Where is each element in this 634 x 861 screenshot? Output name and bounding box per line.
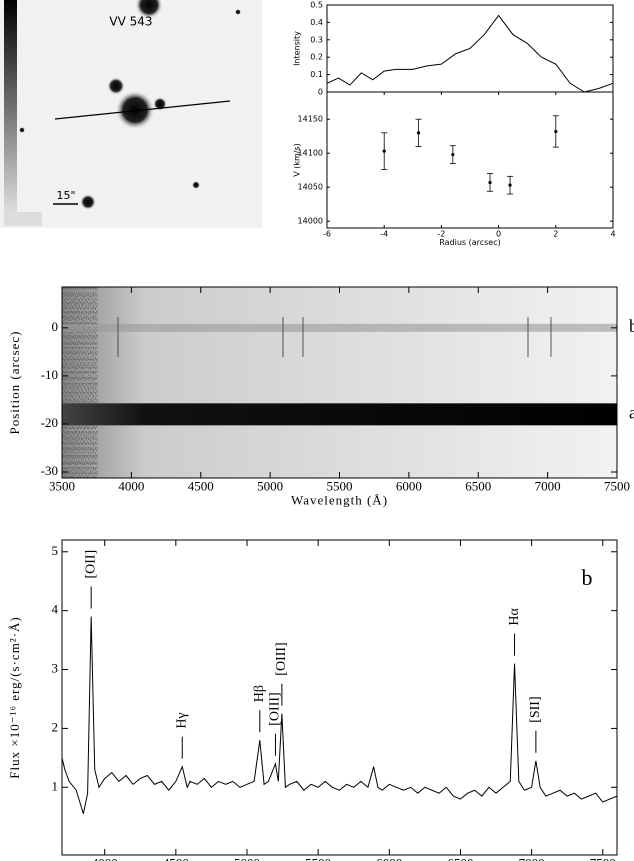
- spectrum-background: [62, 287, 617, 478]
- y-tick-label: -10: [41, 367, 58, 382]
- scale-label: 15": [56, 189, 75, 202]
- y-axis-label: Flux ×10⁻¹⁶ erg/(s·cm²·Å): [7, 616, 22, 778]
- x-tick-label: 4: [610, 230, 615, 239]
- slit: [54, 100, 231, 120]
- y-tick-label: 14000: [298, 217, 323, 226]
- color-bar-foot: [4, 212, 42, 226]
- y-tick-label: 4: [52, 602, 59, 617]
- y-tick-label: 0.5: [310, 1, 323, 10]
- y-tick-label: 0: [318, 88, 323, 97]
- object: [80, 194, 96, 210]
- plot-frame: [61, 539, 618, 856]
- y-tick-label: 0.4: [310, 18, 323, 27]
- trace-label: a: [629, 402, 634, 422]
- y-tick-label: -20: [41, 415, 58, 430]
- x-tick-label: 6500: [447, 856, 473, 861]
- y-tick-label: 14150: [298, 115, 323, 124]
- data-point: [554, 129, 558, 134]
- line-label: Hγ: [174, 712, 189, 728]
- line-label: [OIII]: [268, 692, 283, 725]
- y-axis-label: Position (arcsec): [7, 330, 22, 434]
- y-tick-label: 14050: [298, 183, 323, 192]
- panel-label: b: [582, 565, 593, 590]
- object: [19, 127, 25, 133]
- color-bar: [4, 0, 17, 212]
- y-tick-label: -30: [41, 463, 58, 478]
- data-point: [488, 180, 492, 185]
- y-tick-label: 0: [52, 319, 59, 334]
- object: [235, 9, 241, 15]
- x-tick-label: 4000: [92, 856, 118, 861]
- x-tick-label: 5000: [234, 856, 260, 861]
- y-tick-label: 14100: [298, 149, 323, 158]
- x-tick-label: 4000: [118, 479, 144, 494]
- y-tick-label: 0.1: [310, 70, 323, 79]
- x-axis-label: Wavelength (Å): [291, 492, 388, 507]
- x-tick-label: 7000: [535, 479, 561, 494]
- x-tick-label: 7500: [604, 479, 630, 494]
- y-tick-label: 3: [52, 661, 59, 676]
- line-label: [OII]: [83, 550, 98, 579]
- object: [107, 77, 125, 95]
- x-tick-label: 6500: [465, 479, 491, 494]
- x-axis-label: Radius (arcsec): [439, 238, 501, 247]
- x-tick-label: 4500: [188, 479, 214, 494]
- trace: [62, 403, 617, 426]
- object: [135, 0, 163, 19]
- y-tick-label: 1: [52, 778, 59, 793]
- trace: [62, 323, 617, 332]
- y-tick-label: 5: [52, 543, 59, 558]
- galaxy-image: VV 543 15": [0, 0, 262, 228]
- x-tick-label: -4: [380, 230, 388, 239]
- galaxy: [115, 90, 155, 130]
- x-tick-label: 3500: [49, 479, 75, 494]
- line-label: [OIII]: [274, 642, 289, 675]
- y-tick-label: 0.3: [310, 35, 323, 44]
- x-tick-label: 6000: [396, 479, 422, 494]
- plot-frame: [326, 91, 614, 229]
- x-tick-label: 7000: [519, 856, 545, 861]
- trace-label: b: [629, 316, 634, 336]
- y-tick-label: 2: [52, 719, 59, 734]
- x-tick-label: -2: [437, 230, 445, 239]
- x-tick-label: 7500: [590, 856, 616, 861]
- data-point: [382, 149, 386, 153]
- data-point: [451, 152, 455, 157]
- x-tick-label: -6: [323, 230, 331, 239]
- object: [192, 181, 200, 189]
- x-tick-label: 2: [553, 230, 558, 239]
- data-point: [508, 183, 512, 187]
- y-axis-label: V (km/s): [293, 143, 302, 177]
- x-tick-label: 5500: [327, 479, 353, 494]
- x-tick-label: 0: [496, 230, 501, 239]
- line-label: [SII]: [528, 696, 543, 722]
- x-tick-label: 5000: [257, 479, 283, 494]
- x-tick-label: 4500: [163, 856, 189, 861]
- y-tick-label: 0.2: [310, 53, 323, 62]
- x-tick-label: 6000: [376, 856, 402, 861]
- data-point: [416, 131, 421, 135]
- data-line: [326, 14, 614, 93]
- data-line: [61, 616, 618, 814]
- x-tick-label: 5500: [305, 856, 331, 861]
- line-label: Hα: [507, 608, 522, 626]
- y-axis-label: Intensity: [293, 31, 302, 66]
- object-label: VV 543: [109, 15, 152, 29]
- line-label: Hβ: [252, 685, 267, 702]
